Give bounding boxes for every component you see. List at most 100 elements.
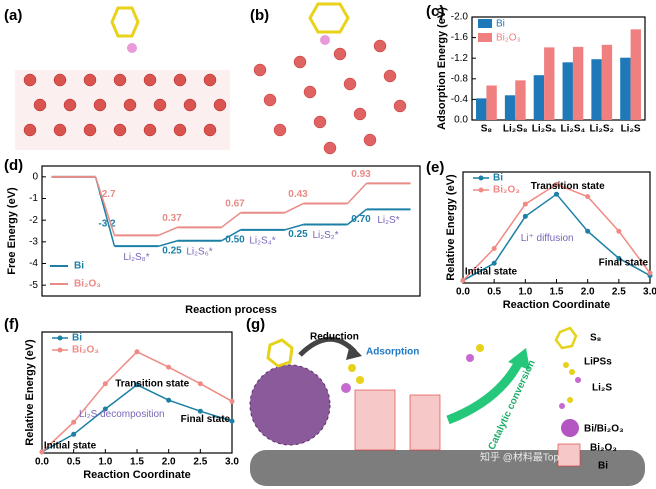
x-tick-label: 2.5 [193, 457, 207, 468]
legend-label: Li₂S [592, 383, 612, 394]
x-tick-label: 1.5 [550, 287, 564, 298]
point [585, 228, 591, 234]
schematic [249, 326, 645, 486]
adsorption-label: Adsorption [366, 347, 419, 358]
y-tick-label: -1 [29, 193, 38, 204]
legend-label: LiPSs [584, 357, 612, 368]
energy-change-label: -2.7 [98, 189, 116, 200]
x-tick-label: Li₂S₆ [532, 124, 557, 135]
y-tick-label: -2.0 [451, 12, 469, 23]
x-tick-label: Li₂S₈ [503, 124, 528, 135]
point [554, 181, 559, 187]
annotation: Li⁺ diffusion [521, 233, 574, 244]
annotation: Initial state [465, 267, 518, 278]
legend-label: Bi [496, 19, 505, 30]
energy-change-label: 0.37 [162, 213, 182, 224]
point [166, 397, 172, 403]
point [491, 245, 497, 251]
point [491, 260, 497, 266]
annotation: Transition state [531, 181, 605, 192]
point [71, 419, 77, 425]
bar [476, 98, 487, 120]
x-tick-label: 2.0 [162, 457, 176, 468]
x-tick-label: Li₂S₂ [590, 124, 614, 135]
annotation: Initial state [44, 440, 97, 451]
x-tick-label: Li₂S₄ [561, 124, 586, 135]
bar [533, 75, 545, 120]
point [71, 431, 77, 437]
point [134, 382, 140, 388]
y-tick-label: -4 [29, 258, 38, 269]
x-tick-label: 0.5 [487, 287, 501, 298]
y-axis-label: Relative Energy (eV) [445, 174, 457, 281]
structure-b [253, 2, 407, 155]
x-tick-label: 0.5 [67, 457, 81, 468]
y-axis-label: Adsorption Energy (eV) [436, 7, 448, 130]
level-connector [221, 212, 241, 228]
x-tick-label: 1.5 [130, 457, 144, 468]
energy-change-label: 0.93 [351, 169, 371, 180]
y-tick-label: -0.4 [451, 94, 469, 105]
x-axis-label: Reaction process [185, 304, 277, 316]
legend-swatch [478, 33, 492, 42]
y-tick-label: -1.6 [451, 32, 469, 43]
bar [572, 46, 584, 121]
plot-frame [41, 165, 421, 297]
level-connector [284, 202, 304, 214]
point [585, 194, 591, 200]
energy-change-label: 0.25 [162, 245, 182, 256]
reduction-label: Reduction [310, 332, 359, 343]
legend-marker [57, 335, 63, 341]
bar [630, 29, 641, 120]
x-tick-label: 0.0 [35, 457, 49, 468]
level-connector [158, 240, 178, 247]
point [616, 228, 622, 234]
y-tick-label: 0.0 [454, 115, 468, 126]
level-connector [347, 208, 367, 226]
y-tick-label: -0.8 [451, 73, 469, 84]
point [229, 418, 235, 424]
point [197, 408, 203, 414]
energy-change-label: 0.50 [225, 235, 245, 246]
point [647, 270, 653, 276]
x-tick-label: 0.0 [456, 287, 470, 298]
y-axis-label: Free Energy (eV) [6, 187, 18, 275]
legend-marker [478, 187, 484, 193]
bar [591, 59, 602, 120]
panel-label: (g) [246, 316, 265, 333]
bar [544, 47, 555, 121]
point [616, 255, 622, 261]
legend-marker [57, 347, 63, 353]
point [522, 213, 528, 219]
state-label: Li₂S₂* [312, 230, 338, 241]
y-tick-label: -3 [29, 236, 38, 247]
bar [486, 85, 497, 120]
legend-label: Bi₂O₃ [493, 185, 520, 196]
annotation: Final state [181, 414, 231, 425]
y-tick-label: -2 [29, 215, 38, 226]
watermark: 知乎 @材料最Top [480, 451, 559, 464]
legend-label: Bi/Bi₂O₃ [584, 424, 624, 435]
legend-swatch [478, 19, 492, 28]
panel-label: (b) [250, 7, 269, 24]
y-tick-label: -5 [29, 280, 38, 291]
x-tick-label: 1.0 [518, 287, 532, 298]
x-tick-label: 3.0 [643, 287, 656, 298]
legend-marker [478, 175, 484, 181]
annotation: Transition state [115, 379, 189, 390]
x-tick-label: 3.0 [225, 457, 239, 468]
x-tick-label: Li₂S [621, 124, 641, 135]
y-tick-label: 0 [32, 171, 38, 182]
energy-change-label: -3.2 [98, 219, 116, 230]
x-tick-label: 1.0 [98, 457, 112, 468]
point [39, 449, 45, 455]
x-tick-label: 2.0 [581, 287, 595, 298]
point [102, 406, 108, 412]
legend-label: Bi [72, 333, 82, 344]
bar [515, 80, 526, 120]
legend-label: Bi [493, 173, 503, 184]
energy-change-label: 0.25 [288, 229, 308, 240]
energy-change-label: 0.67 [225, 198, 245, 209]
x-tick-label: 2.5 [612, 287, 626, 298]
